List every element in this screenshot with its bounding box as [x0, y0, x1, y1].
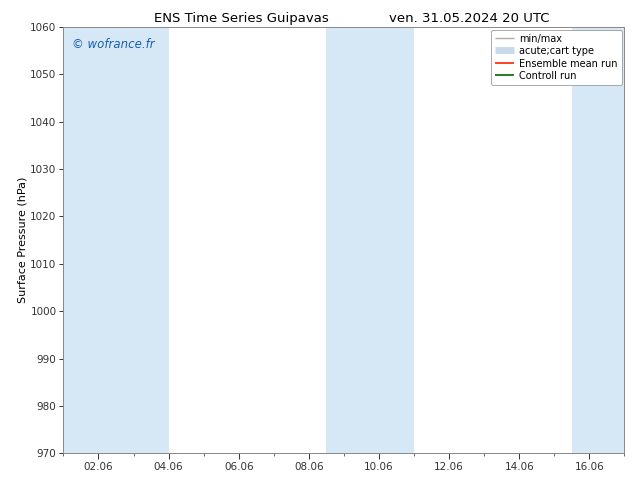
Text: © wofrance.fr: © wofrance.fr	[72, 38, 155, 50]
Text: ven. 31.05.2024 20 UTC: ven. 31.05.2024 20 UTC	[389, 12, 550, 25]
Bar	[327, 27, 414, 453]
Bar	[134, 27, 169, 453]
Text: ENS Time Series Guipavas: ENS Time Series Guipavas	[153, 12, 328, 25]
Bar	[572, 27, 624, 453]
Legend: min/max, acute;cart type, Ensemble mean run, Controll run: min/max, acute;cart type, Ensemble mean …	[491, 30, 621, 85]
Bar	[63, 27, 134, 453]
Y-axis label: Surface Pressure (hPa): Surface Pressure (hPa)	[17, 177, 27, 303]
